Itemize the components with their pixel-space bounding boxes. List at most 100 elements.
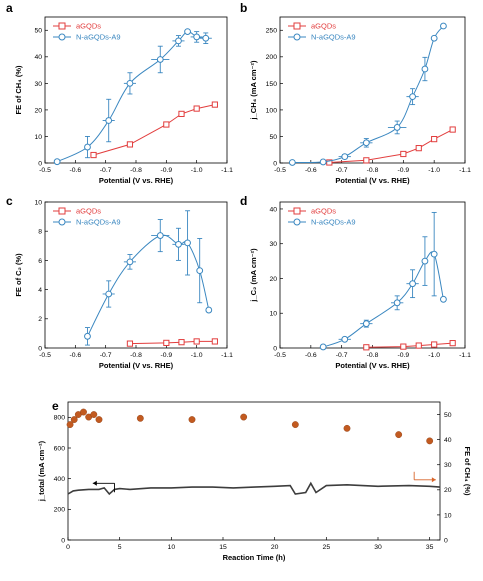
y-tick-label: 10 bbox=[34, 134, 42, 141]
data-point-circle bbox=[127, 259, 133, 265]
data-point-circle bbox=[342, 336, 348, 342]
data-point-circle bbox=[157, 57, 163, 63]
x-tick-label: -0.5 bbox=[39, 167, 51, 174]
y-right-tick-label: 50 bbox=[444, 412, 452, 419]
data-point-circle bbox=[106, 291, 112, 297]
y-axis-label: FE of C₂ (%) bbox=[14, 253, 23, 297]
y-axis-right-label: FE of CH₄ (%) bbox=[463, 447, 472, 496]
data-point-circle bbox=[320, 344, 326, 350]
y-tick-label: 400 bbox=[54, 476, 66, 483]
x-tick-label: -0.7 bbox=[100, 352, 112, 359]
y-tick-label: 4 bbox=[38, 287, 42, 294]
x-tick-label: -0.5 bbox=[274, 167, 286, 174]
x-tick-label: -0.9 bbox=[397, 352, 409, 359]
y-tick-label: 0 bbox=[38, 345, 42, 352]
data-point-square bbox=[127, 341, 132, 346]
data-point-circle bbox=[422, 258, 428, 264]
plot-frame bbox=[280, 202, 465, 348]
y-tick-label: 40 bbox=[34, 54, 42, 61]
x-axis-label: Potential (V vs. RHE) bbox=[99, 361, 174, 370]
data-point-circle bbox=[176, 38, 182, 44]
data-point-square bbox=[416, 146, 421, 151]
data-point bbox=[96, 416, 102, 422]
y-tick-label: 40 bbox=[269, 206, 277, 213]
data-point-circle bbox=[320, 159, 326, 165]
plot-frame bbox=[68, 402, 440, 540]
y-tick-label: 0 bbox=[61, 537, 65, 544]
x-tick-label: -0.6 bbox=[69, 167, 81, 174]
panel-a: a -0.5 -0.6 -0.7 -0.8 -0.9 -1.0 -1.1 0 10 20 30 40 50… bbox=[6, 1, 233, 185]
legend-marker-circle bbox=[59, 34, 65, 40]
y-tick-label: 30 bbox=[34, 81, 42, 88]
series-line bbox=[68, 483, 440, 494]
data-point-circle bbox=[85, 333, 91, 339]
legend-marker-square bbox=[294, 208, 300, 214]
series-b-1 bbox=[289, 23, 446, 165]
data-point-square bbox=[212, 102, 217, 107]
y-right-tick-label: 10 bbox=[444, 512, 452, 519]
data-point-circle bbox=[194, 34, 200, 40]
data-point-square bbox=[450, 341, 455, 346]
y-tick-label: 10 bbox=[34, 199, 42, 206]
series-line bbox=[130, 341, 215, 343]
x-tick-label: -1.1 bbox=[459, 352, 471, 359]
data-point-square bbox=[450, 127, 455, 132]
x-tick-label: -1.0 bbox=[428, 167, 440, 174]
data-point-square bbox=[416, 343, 421, 348]
data-point-square bbox=[179, 340, 184, 345]
left-arrowhead bbox=[93, 481, 97, 486]
y-tick-label: 8 bbox=[38, 229, 42, 236]
data-point-circle bbox=[342, 154, 348, 160]
series-line bbox=[94, 105, 215, 155]
series-e-1 bbox=[67, 409, 433, 444]
x-tick-label: -0.9 bbox=[397, 167, 409, 174]
panel-letter-b: b bbox=[240, 1, 247, 15]
y-tick-label: 800 bbox=[54, 415, 66, 422]
x-axis-label: Potential (V vs. RHE) bbox=[335, 361, 410, 370]
data-point-circle bbox=[203, 35, 209, 41]
data-point-square bbox=[194, 339, 199, 344]
x-tick-label: 25 bbox=[323, 544, 331, 551]
data-point-square bbox=[194, 106, 199, 111]
series-c-1 bbox=[85, 211, 212, 345]
x-tick-label: 15 bbox=[219, 544, 227, 551]
data-point bbox=[91, 411, 97, 417]
data-point-circle bbox=[431, 251, 437, 257]
x-tick-label: -1.1 bbox=[221, 167, 233, 174]
series-a-0 bbox=[91, 102, 218, 158]
y-tick-label: 20 bbox=[269, 276, 277, 283]
panel-letter-a: a bbox=[6, 1, 13, 15]
data-point-circle bbox=[206, 307, 212, 313]
legend-label: N-aGQDs-A9 bbox=[311, 218, 356, 227]
x-tick-label: -1.1 bbox=[221, 352, 233, 359]
legend-marker-circle bbox=[294, 34, 300, 40]
legend-marker-circle bbox=[294, 219, 300, 225]
data-point bbox=[240, 414, 246, 420]
x-tick-label: -0.6 bbox=[69, 352, 81, 359]
data-point-circle bbox=[441, 23, 447, 29]
data-point-square bbox=[432, 342, 437, 347]
legend-label: aGQDs bbox=[311, 22, 336, 31]
data-point-circle bbox=[363, 140, 369, 146]
data-point-circle bbox=[289, 160, 295, 166]
x-tick-label: -1.0 bbox=[191, 167, 203, 174]
x-tick-label: -1.0 bbox=[428, 352, 440, 359]
x-tick-label: -0.7 bbox=[336, 352, 348, 359]
data-point-square bbox=[364, 345, 369, 350]
x-tick-label: -1.0 bbox=[191, 352, 203, 359]
data-point-circle bbox=[410, 94, 416, 100]
data-point bbox=[426, 438, 432, 444]
data-point-circle bbox=[431, 35, 437, 41]
y-axis-label: j_C₂ (mA cm⁻²) bbox=[249, 248, 258, 303]
legend-marker-square bbox=[59, 208, 65, 214]
data-point-circle bbox=[394, 300, 400, 306]
data-point-square bbox=[164, 122, 169, 127]
legend-marker-square bbox=[59, 23, 65, 29]
legend-label: aGQDs bbox=[76, 207, 101, 216]
y-tick-label: 50 bbox=[34, 28, 42, 35]
x-tick-label: -0.6 bbox=[305, 167, 317, 174]
series-line bbox=[323, 252, 443, 347]
legend-label: N-aGQDs-A9 bbox=[311, 33, 356, 42]
x-tick-label: 30 bbox=[374, 544, 382, 551]
